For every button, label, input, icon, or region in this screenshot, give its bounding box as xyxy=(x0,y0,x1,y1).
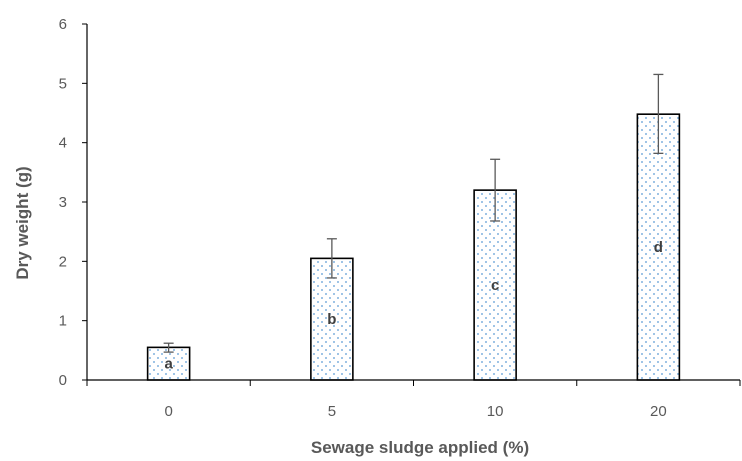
x-tick-label: 0 xyxy=(164,403,172,420)
y-tick-label: 0 xyxy=(59,372,67,389)
bar xyxy=(146,346,191,381)
significance-letter: d xyxy=(654,239,663,256)
y-tick-label: 3 xyxy=(59,194,67,211)
x-tick-label: 10 xyxy=(487,403,504,420)
y-axis-title: Dry weight (g) xyxy=(13,166,32,279)
x-axis-ticks: 0 5 10 20 xyxy=(86,380,741,420)
error-bars-group xyxy=(163,73,664,353)
x-tick-label: 20 xyxy=(650,403,667,420)
significance-letter: b xyxy=(327,311,336,328)
y-tick-label: 6 xyxy=(59,16,67,33)
y-tick-label: 2 xyxy=(59,253,67,270)
x-axis-title: Sewage sludge applied (%) xyxy=(311,438,529,457)
y-tick-label: 5 xyxy=(59,75,67,92)
y-axis-ticks: 0 1 2 3 4 5 6 xyxy=(59,16,87,389)
significance-letters-group: a b c d xyxy=(164,239,663,373)
y-tick-label: 4 xyxy=(59,135,67,152)
significance-letter: c xyxy=(491,277,499,294)
x-tick-label: 5 xyxy=(328,403,336,420)
bars-group xyxy=(146,113,681,381)
y-tick-label: 1 xyxy=(59,313,67,330)
significance-letter: a xyxy=(164,356,173,373)
